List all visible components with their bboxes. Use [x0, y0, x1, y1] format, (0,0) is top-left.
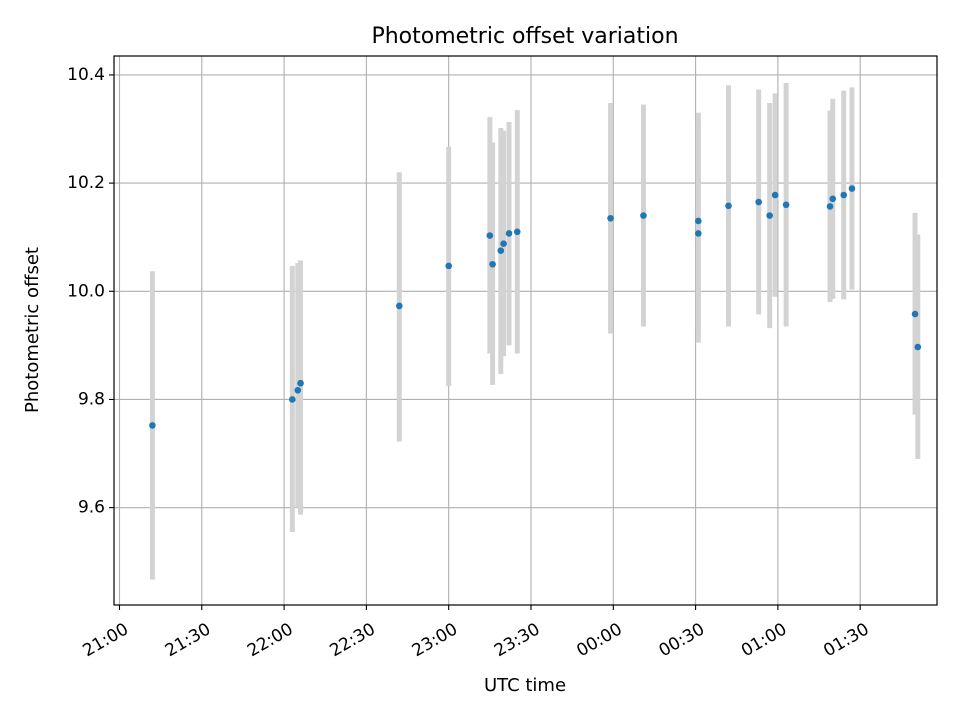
data-point [396, 302, 403, 310]
plot-frame [113, 55, 938, 606]
data-point [911, 310, 919, 318]
y-tick-label: 9.6 [78, 498, 105, 518]
data-point [489, 260, 496, 268]
data-point [695, 230, 702, 237]
y-tick-label: 9.8 [78, 389, 105, 409]
data-point [297, 379, 304, 387]
data-point [914, 343, 922, 351]
data-point [829, 195, 837, 203]
chart-title: Photometric offset variation [371, 24, 678, 49]
data-point [826, 203, 834, 210]
marker-layer [149, 185, 922, 429]
data-point [725, 202, 732, 210]
data-point [771, 191, 779, 199]
x-axis-label: UTC time [484, 675, 566, 696]
data-point [695, 217, 702, 225]
data-point [755, 198, 762, 206]
data-point [294, 386, 302, 394]
y-tick-label: 10.0 [67, 281, 105, 301]
data-point [289, 396, 296, 403]
data-point [149, 422, 156, 429]
data-point [486, 232, 494, 239]
data-point [640, 212, 647, 219]
y-tick-label: 10.2 [67, 173, 105, 193]
data-point [848, 185, 856, 192]
data-point [505, 230, 513, 237]
data-point [782, 201, 790, 209]
data-point [497, 247, 505, 255]
data-point [840, 191, 848, 199]
y-axis-label: Photometric offset [22, 247, 43, 413]
data-point [500, 240, 507, 247]
data-point [766, 212, 773, 219]
data-point [607, 214, 614, 222]
data-point [513, 228, 521, 236]
data-point [445, 262, 452, 270]
y-tick-label: 10.4 [67, 65, 105, 85]
